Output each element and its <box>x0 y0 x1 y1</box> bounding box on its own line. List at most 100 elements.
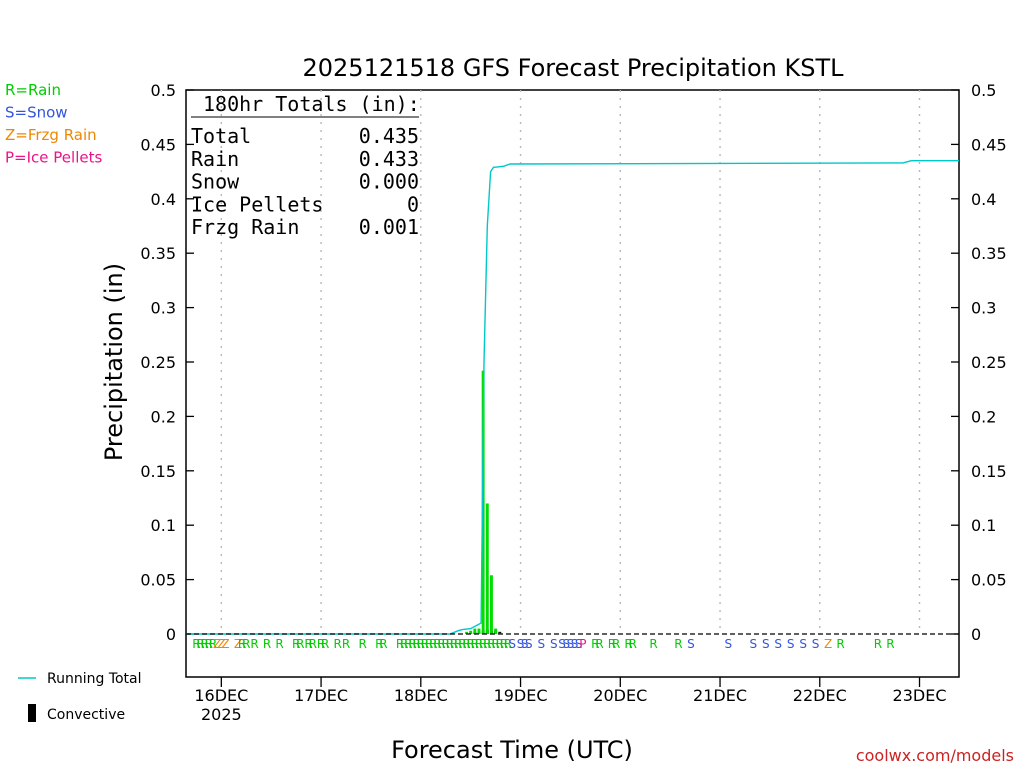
gridlines <box>220 90 921 634</box>
ptype-marker: R <box>205 637 213 651</box>
y-tick-label: 0.35 <box>140 244 176 263</box>
ptype-marker: R <box>238 637 246 651</box>
y-tick-label-right: 0.5 <box>971 81 996 100</box>
ptype-marker: S <box>558 637 566 651</box>
y-tick-label-right: 0.25 <box>971 353 1007 372</box>
ptype-marker: S <box>521 637 529 651</box>
ptype-marker: R <box>379 637 387 651</box>
precipitation-bar <box>481 370 485 634</box>
ptype-marker: R <box>296 637 304 651</box>
ptype-marker: S <box>687 637 695 651</box>
ptype-marker: Z <box>213 637 221 651</box>
ptype-marker: R <box>250 637 258 651</box>
y-tick-label: 0.05 <box>140 571 176 590</box>
ptype-marker: R <box>504 637 512 651</box>
ptype-marker: Z <box>221 637 229 651</box>
ptype-marker: P <box>579 637 586 651</box>
y-tick-label-right: 0.05 <box>971 571 1007 590</box>
ptype-marker: R <box>358 637 366 651</box>
ptype-marker: R <box>408 637 416 651</box>
ptype-marker: Z <box>234 637 242 651</box>
ptype-marker: R <box>471 637 479 651</box>
ptype-marker: R <box>487 637 495 651</box>
x-tick-label: 23DEC <box>893 686 947 705</box>
ptype-marker: R <box>275 637 283 651</box>
ptype-marker: R <box>446 637 454 651</box>
bar-series <box>465 370 502 634</box>
ptype-marker: R <box>437 637 445 651</box>
ptype-marker: R <box>421 637 429 651</box>
precipitation-bar <box>473 628 477 634</box>
ptype-marker: S <box>575 637 583 651</box>
ptype-marker: S <box>517 637 525 651</box>
totals-label: Frzg Rain <box>191 215 299 239</box>
ptype-marker: R <box>425 637 433 651</box>
ptype-marker: R <box>375 637 383 651</box>
precipitation-bar <box>490 575 493 634</box>
totals-value: 0.435 <box>359 124 419 148</box>
precipitation-bar <box>469 630 473 634</box>
running-total-legend-label: Running Total <box>47 671 142 687</box>
ptype-marker: R <box>317 637 325 651</box>
chart-title: 2025121518 GFS Forecast Precipitation KS… <box>303 54 845 82</box>
totals-label: Ice Pellets <box>191 192 323 216</box>
y-tick-label-right: 0.15 <box>971 462 1007 481</box>
ptype-marker: S <box>538 637 546 651</box>
ptype-marker: R <box>201 637 209 651</box>
totals-label: Rain <box>191 147 239 171</box>
totals-value: 0.000 <box>359 170 419 194</box>
ptype-marker: S <box>562 637 570 651</box>
ptype-legend-item: Z=Frzg Rain <box>5 126 97 144</box>
ptype-marker: R <box>196 637 204 651</box>
ptype-marker: R <box>496 637 504 651</box>
ptype-marker: R <box>334 637 342 651</box>
precipitation-bar <box>477 628 481 634</box>
ptype-marker: R <box>462 637 470 651</box>
y-tick-label: 0.4 <box>151 190 176 209</box>
ptype-marker: S <box>567 637 575 651</box>
y-tick-label: 0.2 <box>151 407 176 426</box>
ptype-marker: R <box>209 637 217 651</box>
ptype-marker: R <box>612 637 620 651</box>
ptype-marker: S <box>571 637 579 651</box>
y-tick-label-right: 0 <box>971 625 981 644</box>
y-axis-right: 0 0.05 0.1 0.15 0.2 0.25 0.3 0.35 0.4 0.45 0.5 <box>951 81 1007 644</box>
ptype-marker: R <box>595 637 603 651</box>
precipitation-bar <box>485 503 489 634</box>
ptype-marker: R <box>475 637 483 651</box>
ptype-marker: R <box>429 637 437 651</box>
ptype-marker: R <box>629 637 637 651</box>
y-tick-label-right: 0.4 <box>971 190 996 209</box>
ptype-marker: S <box>749 637 757 651</box>
x-tick-label: 21DEC <box>693 686 747 705</box>
y-tick-label: 0.15 <box>140 462 176 481</box>
x-tick-year-label: 2025 <box>201 705 242 724</box>
y-tick-label: 0.1 <box>151 516 176 535</box>
totals-label: Snow <box>191 170 240 194</box>
ptype-marker: R <box>467 637 475 651</box>
ptype-marker: R <box>886 637 894 651</box>
ptype-marker: R <box>442 637 450 651</box>
ptype-marker: R <box>874 637 882 651</box>
ptype-marker: S <box>525 637 533 651</box>
ptype-marker: R <box>342 637 350 651</box>
totals-value: 0.001 <box>359 215 419 239</box>
convective-legend-swatch <box>28 704 36 722</box>
y-tick-label: 0.3 <box>151 299 176 318</box>
ptype-marker: R <box>400 637 408 651</box>
ptype-marker: R <box>649 637 657 651</box>
y-tick-label: 0.25 <box>140 353 176 372</box>
y-tick-label-right: 0.45 <box>971 135 1007 154</box>
ptype-marker: S <box>725 637 733 651</box>
ptype-legend-item: R=Rain <box>5 81 61 99</box>
ptype-marker: S <box>762 637 770 651</box>
credit-link[interactable]: coolwx.com/models <box>856 746 1014 765</box>
ptype-marker: R <box>454 637 462 651</box>
ptype-legend-item: P=Ice Pellets <box>5 149 102 167</box>
ptype-marker: R <box>304 637 312 651</box>
totals-rows: Total 0.435 Rain 0.433 Snow 0.000 Ice Pellets 0… <box>191 124 419 239</box>
x-tick-label: 18DEC <box>394 686 448 705</box>
y-tick-label: 0.5 <box>151 81 176 100</box>
